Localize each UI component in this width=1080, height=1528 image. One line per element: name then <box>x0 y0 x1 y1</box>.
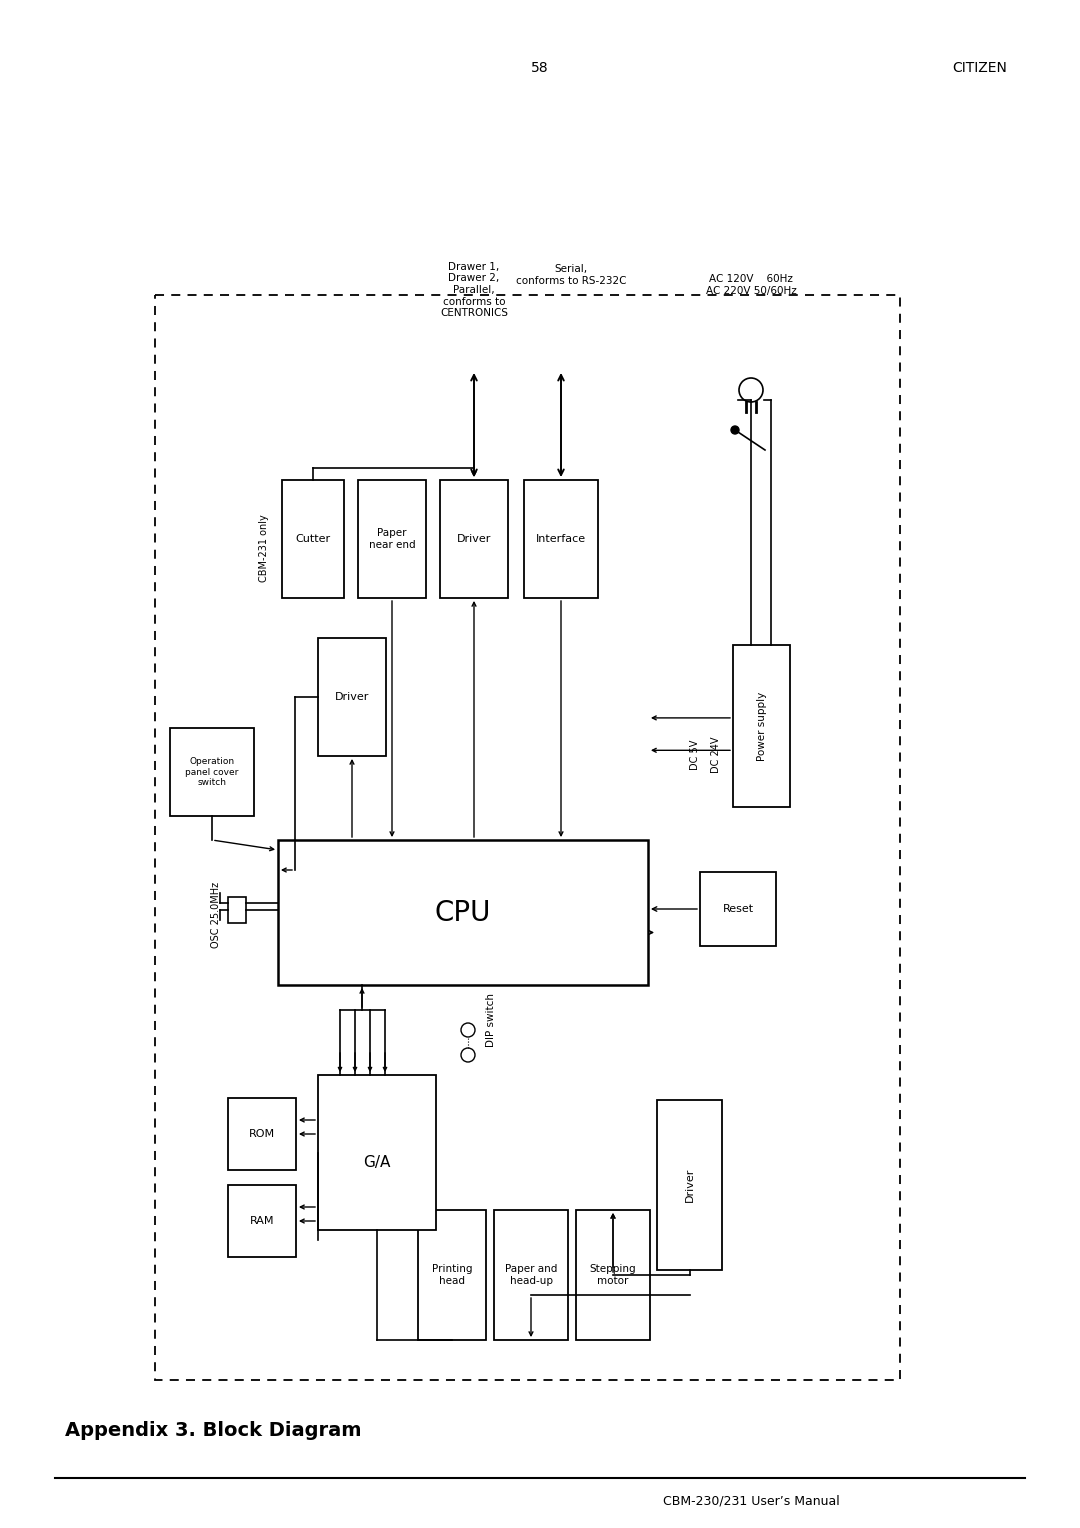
Bar <box>318 1076 436 1230</box>
Bar <box>228 1099 296 1170</box>
Bar <box>657 1100 723 1270</box>
Bar <box>576 1210 650 1340</box>
Text: CPU: CPU <box>435 898 491 926</box>
Text: DIP switch: DIP switch <box>486 993 496 1047</box>
Text: Operation
panel cover
switch: Operation panel cover switch <box>186 756 239 787</box>
Bar <box>170 727 254 816</box>
Text: DC 24V: DC 24V <box>711 736 721 773</box>
Text: Paper
near end: Paper near end <box>368 529 416 550</box>
Text: G/A: G/A <box>363 1155 391 1170</box>
Bar <box>700 872 777 946</box>
Bar <box>733 645 789 807</box>
Text: Printing
head: Printing head <box>432 1264 472 1285</box>
Text: Paper and
head-up: Paper and head-up <box>504 1264 557 1285</box>
Text: ROM: ROM <box>248 1129 275 1138</box>
Bar <box>494 1210 568 1340</box>
Text: Cutter: Cutter <box>296 533 330 544</box>
Bar <box>156 295 900 1380</box>
Text: Drawer 1,
Drawer 2,
Parallel,
conforms to
CENTRONICS: Drawer 1, Drawer 2, Parallel, conforms t… <box>440 261 508 318</box>
Text: CITIZEN: CITIZEN <box>953 61 1008 75</box>
Text: Interface: Interface <box>536 533 586 544</box>
Text: Reset: Reset <box>723 905 754 914</box>
Bar <box>282 480 345 597</box>
Bar <box>357 480 426 597</box>
Text: CBM-231 only: CBM-231 only <box>259 513 269 582</box>
Text: Serial,
conforms to RS-232C: Serial, conforms to RS-232C <box>516 264 626 286</box>
Text: Stepping
motor: Stepping motor <box>590 1264 636 1285</box>
Bar <box>228 1186 296 1258</box>
Text: Power supply: Power supply <box>756 691 767 761</box>
Bar <box>228 897 246 923</box>
Text: 58: 58 <box>531 61 549 75</box>
Text: Appendix 3. Block Diagram: Appendix 3. Block Diagram <box>65 1421 362 1439</box>
Text: Driver: Driver <box>457 533 491 544</box>
Text: Driver: Driver <box>335 692 369 701</box>
Bar <box>278 840 648 986</box>
Text: CBM-230/231 User’s Manual: CBM-230/231 User’s Manual <box>663 1494 840 1508</box>
Circle shape <box>731 426 739 434</box>
Text: RAM: RAM <box>249 1216 274 1225</box>
Text: OSC 25.0MHz: OSC 25.0MHz <box>211 882 221 947</box>
Bar <box>440 480 508 597</box>
Text: AC 120V    60Hz
AC 220V 50/60Hz: AC 120V 60Hz AC 220V 50/60Hz <box>705 274 796 296</box>
Bar <box>524 480 598 597</box>
Text: DC 5V: DC 5V <box>690 740 700 770</box>
Text: Driver: Driver <box>685 1167 694 1203</box>
Bar <box>418 1210 486 1340</box>
Bar <box>318 639 386 756</box>
